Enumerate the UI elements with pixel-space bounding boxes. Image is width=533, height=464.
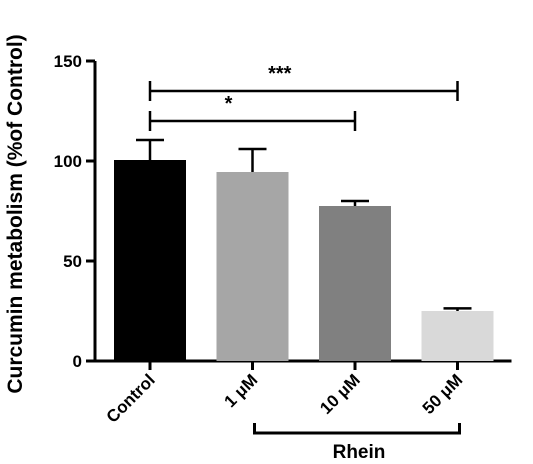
significance-label: *** (268, 63, 292, 85)
significance-brackets: **** (148, 63, 459, 131)
y-tick-label: 150 (54, 52, 82, 71)
x-tick-label: 10 μM (316, 370, 364, 418)
error-bars (136, 138, 472, 311)
y-tick-label: 50 (63, 252, 82, 271)
bar (319, 206, 391, 361)
y-tick-label: 100 (54, 152, 82, 171)
y-tick-label: 0 (73, 352, 82, 371)
bar (421, 311, 494, 361)
bars (114, 160, 494, 361)
x-tick-label: 50 μM (419, 370, 467, 418)
significance-label: * (225, 93, 233, 115)
x-tick-label: Control (103, 370, 159, 426)
x-tick-label: 1 μM (220, 370, 261, 411)
rhein-group-bracket: Rhein (253, 423, 461, 463)
x-tick-labels: Control 1 μM 10 μM 50 μM (103, 370, 467, 426)
bar (216, 172, 289, 361)
group-label: Rhein (333, 442, 386, 463)
y-axis-label: Curcumin metabolism (%of Control) (4, 34, 27, 393)
bar (114, 160, 186, 361)
